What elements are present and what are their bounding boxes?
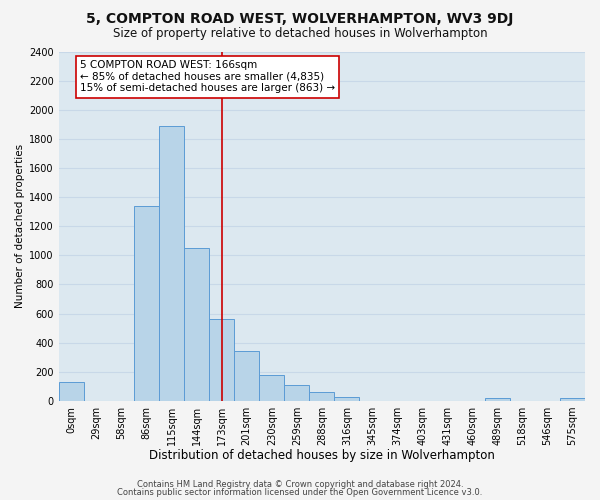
Bar bbox=[560, 398, 585, 401]
Bar bbox=[284, 385, 310, 401]
Bar bbox=[59, 382, 84, 401]
Text: Contains public sector information licensed under the Open Government Licence v3: Contains public sector information licen… bbox=[118, 488, 482, 497]
Bar bbox=[485, 398, 510, 401]
Bar bbox=[334, 396, 359, 401]
Bar bbox=[209, 320, 234, 401]
Text: Size of property relative to detached houses in Wolverhampton: Size of property relative to detached ho… bbox=[113, 28, 487, 40]
Bar bbox=[234, 352, 259, 401]
Y-axis label: Number of detached properties: Number of detached properties bbox=[15, 144, 25, 308]
Bar bbox=[134, 206, 159, 401]
Bar bbox=[159, 126, 184, 401]
Text: 5 COMPTON ROAD WEST: 166sqm
← 85% of detached houses are smaller (4,835)
15% of : 5 COMPTON ROAD WEST: 166sqm ← 85% of det… bbox=[80, 60, 335, 94]
Bar bbox=[184, 248, 209, 401]
X-axis label: Distribution of detached houses by size in Wolverhampton: Distribution of detached houses by size … bbox=[149, 450, 495, 462]
Text: Contains HM Land Registry data © Crown copyright and database right 2024.: Contains HM Land Registry data © Crown c… bbox=[137, 480, 463, 489]
Text: 5, COMPTON ROAD WEST, WOLVERHAMPTON, WV3 9DJ: 5, COMPTON ROAD WEST, WOLVERHAMPTON, WV3… bbox=[86, 12, 514, 26]
Bar bbox=[259, 376, 284, 401]
Bar bbox=[310, 392, 334, 401]
